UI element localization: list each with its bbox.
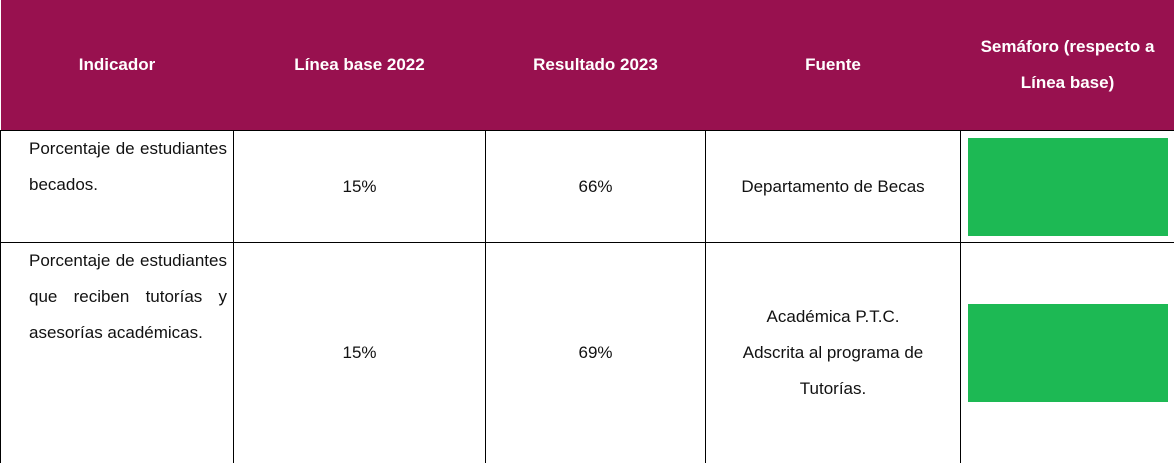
source-cell: Departamento de Becas xyxy=(705,130,961,243)
source: Académica P.T.C. Adscrita al programa de… xyxy=(742,307,924,398)
header-cell: Fuente xyxy=(705,0,961,131)
source: Departamento de Becas xyxy=(741,176,925,196)
indicator: Porcentaje de estudiantes que reciben tu… xyxy=(0,242,234,463)
header-cell: Indicador xyxy=(0,0,234,131)
indicator: Porcentaje de estudiantes becados. xyxy=(0,130,234,243)
baseline: 15% xyxy=(233,130,486,243)
semaphore xyxy=(967,137,1168,236)
semaphore-cell xyxy=(960,242,1174,463)
header-row: Indicador Línea base 2022 Resultado 2023… xyxy=(0,0,1174,131)
header-cell: Resultado 2023 xyxy=(485,0,706,131)
source-cell: Académica P.T.C. Adscrita al programa de… xyxy=(705,242,961,463)
result: 66% xyxy=(485,130,706,243)
semaphore-cell xyxy=(960,130,1174,243)
row: Porcentaje de estudiantes becados. 15% 6… xyxy=(0,130,1174,243)
header-cell: Semáforo (respecto a Línea base) xyxy=(960,0,1174,131)
result: 69% xyxy=(485,242,706,463)
header-cell: Línea base 2022 xyxy=(233,0,486,131)
semaphore xyxy=(967,304,1168,402)
baseline: 15% xyxy=(233,242,486,463)
row: Porcentaje de estudiantes que reciben tu… xyxy=(0,242,1174,463)
